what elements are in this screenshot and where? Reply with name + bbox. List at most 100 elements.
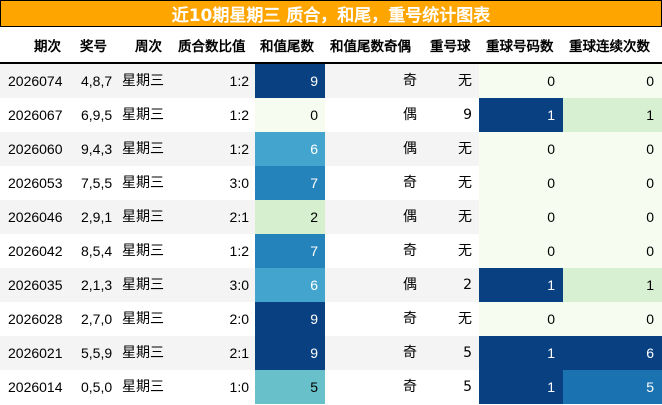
prime-ratio-cell: 2:0 [229, 311, 249, 327]
table-row: 2026035 2,1,3 星期三 3:0 6 偶 2 1 1 [0, 268, 662, 302]
sum-tail-cell: 6 [255, 268, 325, 302]
numbers-cell: 6,9,5 [81, 107, 113, 123]
weekday-cell: 星期三 [122, 311, 164, 327]
numbers-cell: 9,4,3 [81, 141, 113, 157]
repeat-count-cell: 0 [479, 302, 563, 336]
numbers-cell: 4,8,7 [81, 73, 113, 89]
repeat-count-cell: 0 [479, 64, 563, 98]
parity-cell: 奇 [403, 243, 417, 259]
weekday-cell: 星期三 [122, 107, 164, 123]
header-prime-ratio: 质合数比值 [178, 39, 246, 55]
sum-tail-cell: 9 [255, 302, 325, 336]
issue-cell: 2026067 [8, 107, 63, 123]
issue-cell: 2026014 [8, 379, 63, 395]
sum-tail-cell: 9 [255, 64, 325, 98]
parity-cell: 偶 [403, 107, 417, 123]
consecutive-cell: 0 [563, 302, 662, 336]
table-row: 2026074 4,8,7 星期三 1:2 9 奇无 0 0 [0, 64, 662, 98]
repeat-ball-cell: 无 [458, 73, 472, 89]
numbers-cell: 5,5,9 [81, 345, 113, 361]
issue-cell: 2026074 [8, 73, 63, 89]
repeat-count-cell: 1 [479, 268, 563, 302]
prime-ratio-cell: 1:2 [229, 141, 249, 157]
repeat-ball-cell: 9 [463, 107, 472, 123]
sum-tail-cell: 0 [255, 98, 325, 132]
prime-ratio-cell: 3:0 [229, 175, 249, 191]
table-row: 2026060 9,4,3 星期三 1:2 6 偶无 0 0 [0, 132, 662, 166]
consecutive-cell: 1 [563, 98, 662, 132]
sum-tail-cell: 7 [255, 234, 325, 268]
table-row: 2026021 5,5,9 星期三 2:1 9 奇 5 1 6 [0, 336, 662, 370]
repeat-count-cell: 1 [479, 336, 563, 370]
weekday-cell: 星期三 [122, 243, 164, 259]
repeat-ball-cell: 无 [458, 243, 472, 259]
table-row: 2026042 8,5,4 星期三 1:2 7 奇无 0 0 [0, 234, 662, 268]
weekday-cell: 星期三 [122, 175, 164, 191]
issue-cell: 2026053 [8, 175, 63, 191]
issue-cell: 2026028 [8, 311, 63, 327]
weekday-cell: 星期三 [122, 209, 164, 225]
table-body: 2026074 4,8,7 星期三 1:2 9 奇无 0 0 2026067 6,9,5 星期三 1:… [0, 64, 662, 404]
repeat-ball-cell: 5 [463, 379, 472, 395]
weekday-cell: 星期三 [122, 345, 164, 361]
parity-cell: 偶 [403, 141, 417, 157]
repeat-ball-cell: 无 [458, 209, 472, 225]
consecutive-cell: 6 [563, 336, 662, 370]
header-weekday: 周次 [135, 39, 162, 55]
consecutive-cell: 0 [563, 64, 662, 98]
consecutive-cell: 5 [563, 370, 662, 404]
prime-ratio-cell: 2:1 [229, 345, 249, 361]
table-row: 2026014 0,5,0 星期三 1:0 5 奇 5 1 5 [0, 370, 662, 404]
parity-cell: 奇 [403, 345, 417, 361]
numbers-cell: 8,5,4 [81, 243, 113, 259]
weekday-cell: 星期三 [122, 141, 164, 157]
consecutive-cell: 0 [563, 132, 662, 166]
parity-cell: 奇 [403, 73, 417, 89]
prime-ratio-cell: 3:0 [229, 277, 249, 293]
chart-title: 近10期星期三 质合，和尾，重号统计图表 [0, 0, 662, 27]
header-issue: 期次 [34, 39, 61, 55]
header-sum-tail: 和值尾数 [260, 39, 314, 55]
numbers-cell: 0,5,0 [81, 379, 113, 395]
consecutive-cell: 0 [563, 166, 662, 200]
header-sum-tail-parity: 和值尾数奇偶 [330, 39, 411, 55]
table-row: 2026067 6,9,5 星期三 1:2 0 偶 9 1 1 [0, 98, 662, 132]
repeat-count-cell: 1 [479, 98, 563, 132]
repeat-count-cell: 0 [479, 166, 563, 200]
header-numbers: 奖号 [80, 39, 107, 55]
consecutive-cell: 0 [563, 234, 662, 268]
prime-ratio-cell: 1:0 [229, 379, 249, 395]
repeat-ball-cell: 无 [458, 311, 472, 327]
numbers-cell: 2,1,3 [81, 277, 113, 293]
repeat-count-cell: 0 [479, 234, 563, 268]
prime-ratio-cell: 1:2 [229, 107, 249, 123]
issue-cell: 2026046 [8, 209, 63, 225]
parity-cell: 奇 [403, 175, 417, 191]
header-repeat-count: 重球号码数 [486, 39, 554, 55]
sum-tail-cell: 5 [255, 370, 325, 404]
repeat-ball-cell: 5 [463, 345, 472, 361]
table-row: 2026046 2,9,1 星期三 2:1 2 偶无 0 0 [0, 200, 662, 234]
sum-tail-cell: 2 [255, 200, 325, 234]
repeat-count-cell: 0 [479, 132, 563, 166]
repeat-count-cell: 1 [479, 370, 563, 404]
issue-cell: 2026060 [8, 141, 63, 157]
sum-tail-cell: 6 [255, 132, 325, 166]
table-row: 2026053 7,5,5 星期三 3:0 7 奇无 0 0 [0, 166, 662, 200]
weekday-cell: 星期三 [122, 277, 164, 293]
numbers-cell: 2,9,1 [81, 209, 113, 225]
repeat-ball-cell: 无 [458, 141, 472, 157]
prime-ratio-cell: 2:1 [229, 209, 249, 225]
header-repeat-ball: 重号球 [430, 39, 471, 55]
repeat-ball-cell: 2 [463, 277, 472, 293]
issue-cell: 2026042 [8, 243, 63, 259]
repeat-ball-cell: 无 [458, 175, 472, 191]
table-header: 期次 奖号 周次 质合数比值 和值尾数 和值尾数奇偶 重号球 重球号码数 重球连… [0, 28, 662, 64]
header-consecutive: 重球连续次数 [569, 39, 650, 55]
parity-cell: 偶 [403, 209, 417, 225]
prime-ratio-cell: 1:2 [229, 243, 249, 259]
sum-tail-cell: 7 [255, 166, 325, 200]
consecutive-cell: 0 [563, 200, 662, 234]
numbers-cell: 7,5,5 [81, 175, 113, 191]
table-row: 2026028 2,7,0 星期三 2:0 9 奇无 0 0 [0, 302, 662, 336]
